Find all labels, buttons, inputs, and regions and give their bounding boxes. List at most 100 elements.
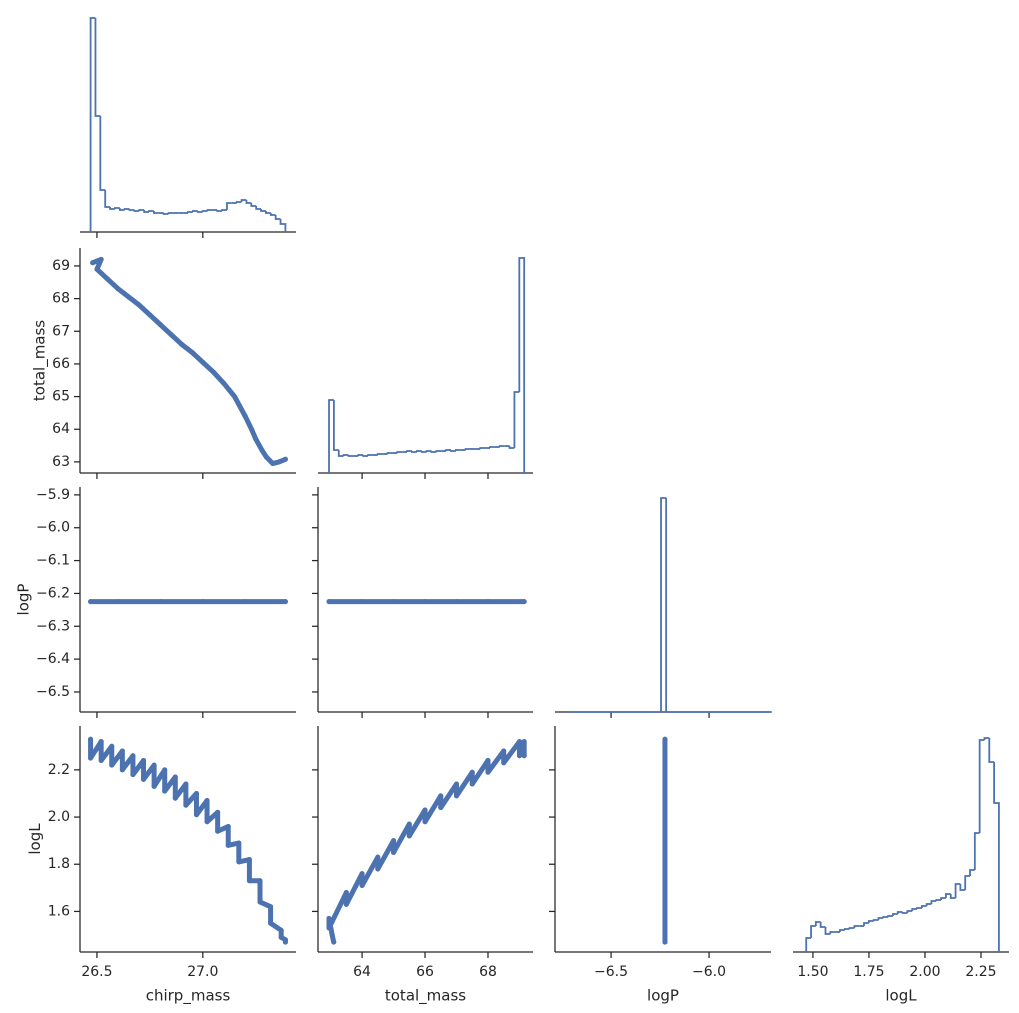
y-tick-label: 1.6 [48,903,70,919]
histogram-step [255,206,262,210]
histogram-step [839,929,845,932]
histogram-step [221,209,227,211]
x-tick-label: 2.00 [909,964,940,980]
scatter-point [521,739,527,745]
histogram-step [435,450,442,452]
scatter-point [485,757,491,763]
histogram-step [920,905,927,908]
histogram-step [877,917,884,920]
scatter-point [119,767,125,773]
scatter-point [375,854,381,860]
scatter-point [200,599,206,605]
histogram-step [128,209,135,211]
histogram-step [104,190,111,208]
histogram-step [89,17,96,232]
scatter-point [147,312,153,318]
y-tick-label: 69 [52,258,70,274]
scatter-point [151,762,157,768]
histogram-step [386,452,393,454]
scatter-point [130,772,136,778]
scatter-point [454,781,460,787]
histogram-step [265,211,271,214]
histogram-step [479,447,486,449]
scatter-point [422,599,428,605]
scatter-point [94,258,100,264]
scatter-point [130,753,136,759]
histogram-step [367,454,373,456]
scatter-trace [88,736,288,945]
histogram-step [906,910,913,913]
scatter-trace [326,739,527,945]
histogram-step [959,884,966,891]
scatter-point [278,934,284,940]
y-axis-label: logP [15,584,33,616]
histogram-step [863,922,869,926]
scatter-point [391,599,397,605]
y-tick-label: −6.0 [36,520,70,536]
scatter-point [88,599,94,605]
histogram-step [665,498,772,713]
histogram-step [829,931,836,934]
scatter-point [282,939,288,945]
histogram-step [245,200,252,204]
scatter-point [406,833,412,839]
histogram-step [973,832,980,870]
scatter-point [105,276,111,282]
scatter-point [109,762,115,768]
scatter-point [501,760,507,766]
histogram-step [911,908,918,911]
scatter-point [253,436,259,442]
scatter-point [115,599,121,605]
y-tick-label: −6.5 [36,684,70,700]
x-axis-label: total_mass [385,987,466,1006]
histogram-step [945,893,951,898]
scatter-point [662,885,668,891]
histogram-step [867,920,874,923]
histogram-step [464,448,471,450]
histogram-step [342,454,349,456]
scatter-point [98,757,104,763]
y-tick-label: −5.9 [36,487,70,503]
histogram-step [954,883,961,898]
scatter-point [438,805,444,811]
y-tick-label: −6.3 [36,618,70,634]
x-tick-label: 27.0 [187,964,218,980]
scatter-point [236,859,242,865]
histogram-step [513,391,520,448]
scatter-point [662,736,668,742]
scatter-point [157,322,163,328]
scatter-point [109,743,115,749]
histogram-step [240,199,247,202]
histogram-step [196,211,203,213]
histogram-step [201,210,208,212]
scatter-point [391,849,397,855]
scatter-point [193,812,199,818]
scatter-point [246,857,252,863]
scatter-point [326,599,332,605]
scatter-point [329,932,335,938]
y-tick-label: 67 [52,323,70,339]
scatter-point [157,599,163,605]
histogram-step [153,211,159,214]
scatter-point [516,753,522,759]
y-tick-label: 65 [52,389,70,405]
y-tick-label: −6.2 [36,585,70,601]
histogram-step [489,446,495,448]
histogram-step [814,921,821,926]
scatter-point [119,748,125,754]
histogram-step [805,937,812,952]
scatter-point [115,286,121,292]
histogram-step [279,219,287,232]
histogram-step [123,208,130,210]
scatter-point [232,394,238,400]
y-tick-label: 68 [52,291,70,307]
x-tick-label: 1.75 [853,964,884,980]
histogram-step [887,915,893,917]
histogram-step [99,116,106,191]
y-axis-label: logL [26,823,44,855]
y-tick-label: 66 [52,356,70,372]
scatter-point [662,838,668,844]
scatter-point [183,802,189,808]
y-tick-label: 64 [52,421,70,437]
histogram-step [498,445,505,447]
